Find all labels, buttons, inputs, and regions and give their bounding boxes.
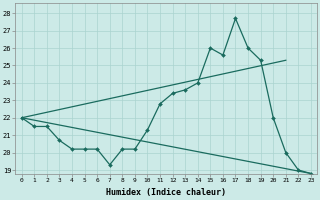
X-axis label: Humidex (Indice chaleur): Humidex (Indice chaleur) xyxy=(106,188,226,197)
